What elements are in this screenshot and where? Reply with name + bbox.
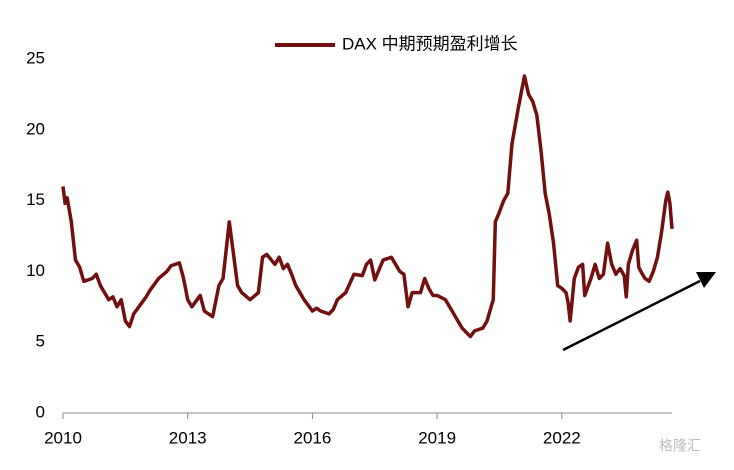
x-tick-label: 2010 (44, 428, 82, 447)
y-tick-label: 10 (26, 261, 45, 280)
y-tick-label: 5 (36, 332, 45, 351)
x-tick-label: 2022 (543, 428, 581, 447)
x-tick-label: 2019 (418, 428, 456, 447)
y-tick-label: 0 (36, 402, 45, 421)
y-tick-label: 20 (26, 119, 45, 138)
x-tick-label: 2013 (169, 428, 207, 447)
y-tick-label: 15 (26, 190, 45, 209)
x-tick-label: 2016 (294, 428, 332, 447)
trend-arrow-head (696, 272, 716, 288)
watermark: 格隆汇 (659, 438, 701, 454)
data-line (61, 74, 674, 339)
y-tick-label: 25 (26, 48, 45, 67)
trend-arrow (562, 279, 701, 352)
legend-label: DAX 中期预期盈利增长 (342, 34, 518, 53)
